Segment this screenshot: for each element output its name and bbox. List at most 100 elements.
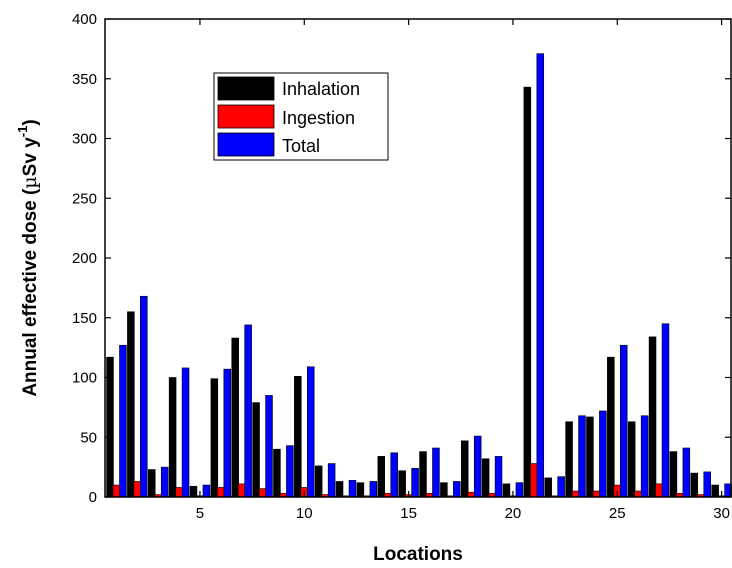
bar-ingestion-7 bbox=[237, 483, 246, 498]
bar-total-16 bbox=[432, 447, 440, 498]
bar-ingestion-6 bbox=[217, 487, 225, 498]
bar-inhalation-11 bbox=[314, 465, 323, 498]
bar-total-7 bbox=[244, 324, 252, 498]
x-tick-label-30: 30 bbox=[713, 505, 730, 522]
bar-inhalation-8 bbox=[252, 402, 260, 498]
y-axis: 0 50 100 150 200 250 300 350 400 bbox=[72, 11, 731, 506]
y-tick-label-400: 400 bbox=[72, 11, 97, 28]
y-tick-label-350: 350 bbox=[72, 71, 97, 88]
bar-total-9 bbox=[286, 445, 294, 498]
bar-total-17 bbox=[453, 481, 461, 498]
bar-total-18 bbox=[473, 435, 482, 498]
x-tick-label-5: 5 bbox=[196, 505, 204, 522]
bar-total-15 bbox=[411, 468, 419, 498]
legend-swatch-total bbox=[217, 132, 275, 157]
bar-total-10 bbox=[306, 366, 315, 498]
y-axis-label: Annual effective dose (µSv y-1) bbox=[15, 119, 41, 396]
x-axis-label: Locations bbox=[373, 544, 463, 565]
y-tick-label-50: 50 bbox=[80, 429, 97, 446]
y-tick-label-0: 0 bbox=[89, 489, 97, 506]
bar-total-2 bbox=[140, 295, 148, 498]
x-tick-label-25: 25 bbox=[609, 505, 626, 522]
y-axis-label-unit: Sv y bbox=[20, 137, 41, 177]
bar-inhalation-12 bbox=[335, 481, 344, 498]
bar-total-12 bbox=[348, 479, 357, 498]
bar-ingestion-21 bbox=[530, 463, 538, 498]
legend-swatch-inhalation bbox=[217, 76, 275, 101]
bar-total-11 bbox=[327, 463, 336, 498]
y-axis-label-mu: µ bbox=[19, 176, 41, 188]
bar-inhalation-20 bbox=[502, 483, 511, 498]
bar-inhalation-27 bbox=[648, 336, 657, 498]
bar-inhalation-5 bbox=[189, 485, 198, 498]
bar-inhalation-13 bbox=[356, 482, 365, 498]
bar-total-14 bbox=[390, 452, 398, 498]
bar-inhalation-23 bbox=[565, 421, 573, 498]
bar-ingestion-8 bbox=[258, 488, 267, 498]
bar-inhalation-30 bbox=[711, 484, 719, 498]
bar-total-21 bbox=[536, 53, 545, 498]
bar-total-19 bbox=[494, 456, 503, 498]
bar-total-28 bbox=[682, 447, 691, 498]
y-tick-label-100: 100 bbox=[72, 370, 97, 387]
plot-frame bbox=[104, 18, 732, 498]
bar-inhalation-26 bbox=[627, 421, 636, 498]
legend-label-ingestion: Ingestion bbox=[282, 108, 355, 128]
bars-layer bbox=[106, 53, 732, 498]
bar-inhalation-7 bbox=[231, 337, 239, 498]
bar-inhalation-10 bbox=[294, 376, 302, 498]
bar-total-6 bbox=[223, 368, 232, 498]
bar-ingestion-27 bbox=[655, 483, 663, 498]
x-tick-label-20: 20 bbox=[505, 505, 522, 522]
x-tick-label-15: 15 bbox=[400, 505, 417, 522]
bar-total-22 bbox=[557, 476, 565, 498]
bar-inhalation-6 bbox=[210, 378, 219, 498]
bar-inhalation-17 bbox=[440, 482, 448, 498]
legend-label-total: Total bbox=[282, 136, 320, 156]
bar-ingestion-24 bbox=[592, 490, 601, 498]
bar-inhalation-21 bbox=[523, 86, 532, 498]
bar-inhalation-28 bbox=[669, 451, 678, 498]
bar-total-13 bbox=[369, 481, 378, 498]
bar-inhalation-19 bbox=[481, 458, 490, 498]
bar-inhalation-2 bbox=[127, 311, 135, 498]
bar-inhalation-9 bbox=[273, 448, 281, 498]
bar-inhalation-16 bbox=[419, 451, 427, 498]
bar-ingestion-1 bbox=[112, 484, 121, 498]
bar-inhalation-4 bbox=[168, 377, 177, 498]
legend: Inhalation Ingestion Total bbox=[213, 72, 389, 161]
bar-total-23 bbox=[578, 415, 586, 498]
bar-inhalation-25 bbox=[607, 356, 615, 498]
legend-swatch-ingestion bbox=[217, 104, 275, 129]
bar-ingestion-26 bbox=[634, 490, 642, 498]
bar-total-27 bbox=[661, 323, 670, 498]
bar-total-1 bbox=[119, 344, 127, 498]
bar-total-24 bbox=[599, 410, 607, 498]
bar-total-26 bbox=[640, 415, 649, 498]
bar-inhalation-14 bbox=[377, 456, 386, 498]
y-tick-label-300: 300 bbox=[72, 131, 97, 148]
y-tick-label-150: 150 bbox=[72, 310, 97, 327]
bar-total-20 bbox=[515, 482, 524, 498]
bar-inhalation-29 bbox=[690, 472, 699, 498]
bar-inhalation-22 bbox=[544, 477, 552, 498]
bar-inhalation-15 bbox=[398, 470, 406, 498]
bar-total-3 bbox=[160, 466, 169, 498]
bar-ingestion-2 bbox=[133, 481, 142, 498]
bar-inhalation-1 bbox=[106, 356, 114, 498]
y-axis-label-close: ) bbox=[20, 119, 41, 125]
bar-total-4 bbox=[181, 367, 190, 498]
y-tick-label-200: 200 bbox=[72, 250, 97, 267]
x-axis: 5 10 15 20 25 30 bbox=[196, 19, 730, 522]
bar-total-5 bbox=[202, 484, 211, 498]
y-axis-label-main: Annual effective dose ( bbox=[20, 188, 41, 397]
bar-inhalation-18 bbox=[460, 440, 469, 498]
bar-total-29 bbox=[703, 471, 711, 498]
y-tick-label-250: 250 bbox=[72, 190, 97, 207]
legend-label-inhalation: Inhalation bbox=[282, 79, 360, 99]
y-axis-label-exponent: -1 bbox=[15, 126, 30, 138]
bar-inhalation-24 bbox=[586, 416, 594, 498]
bar-inhalation-3 bbox=[148, 469, 156, 498]
bar-total-8 bbox=[265, 395, 273, 498]
